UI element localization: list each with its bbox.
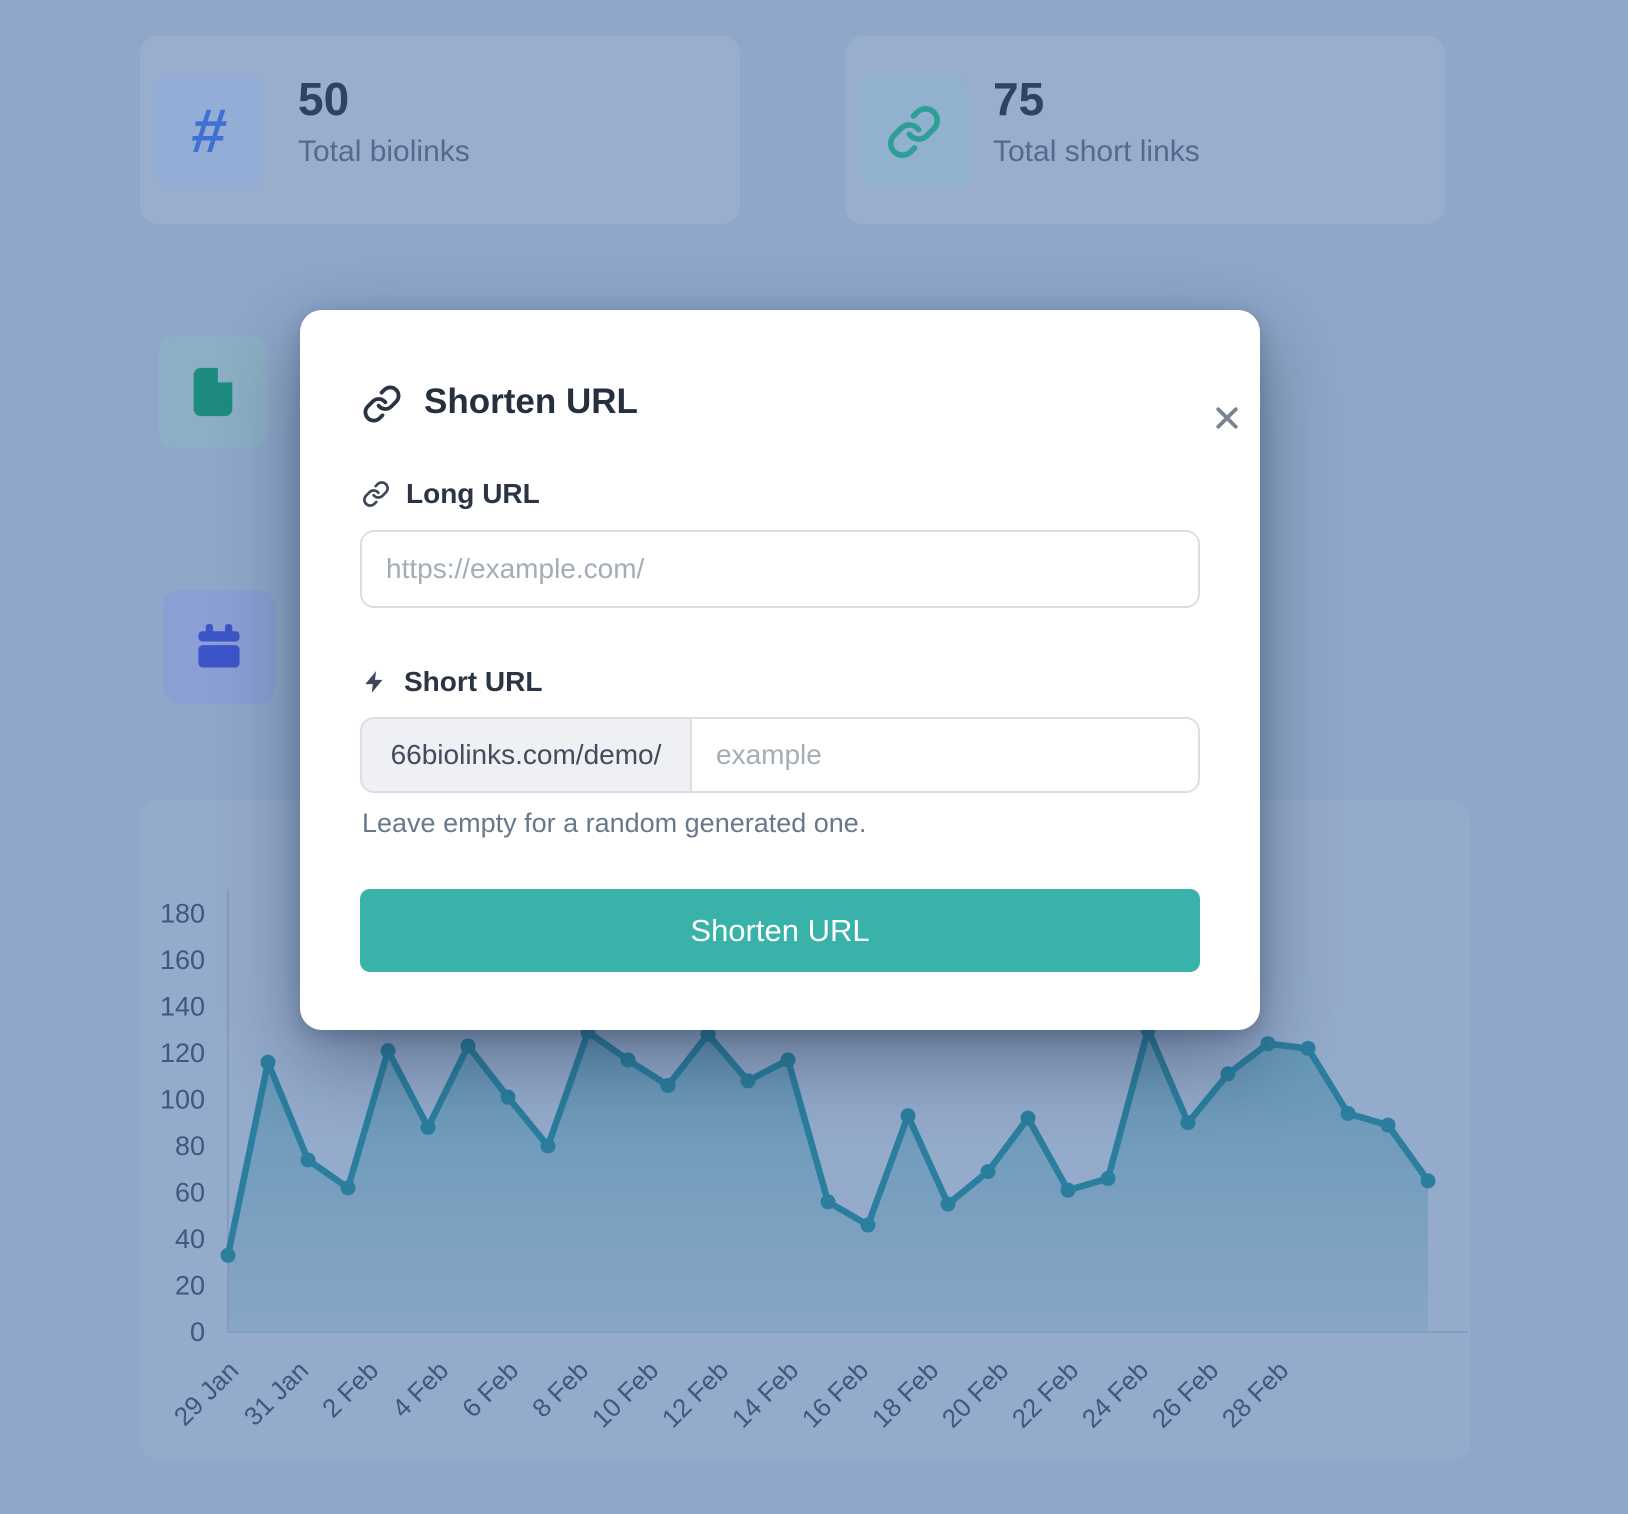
svg-text:2 Feb: 2 Feb <box>316 1355 384 1423</box>
close-button[interactable] <box>1205 396 1249 440</box>
short-url-prefix: 66biolinks.com/demo/ <box>362 719 692 791</box>
total-biolinks-label: Total biolinks <box>298 134 470 168</box>
svg-text:120: 120 <box>160 1038 205 1068</box>
svg-text:100: 100 <box>160 1085 205 1115</box>
svg-text:180: 180 <box>160 899 205 929</box>
link-icon <box>888 106 940 158</box>
svg-text:14 Feb: 14 Feb <box>726 1355 804 1433</box>
close-icon <box>1216 407 1238 429</box>
long-url-input[interactable] <box>360 530 1200 608</box>
svg-text:0: 0 <box>190 1317 205 1347</box>
short-url-helper-text: Leave empty for a random generated one. <box>362 808 867 838</box>
total-biolinks-value: 50 <box>298 73 350 125</box>
stat-card-short-links: 75 Total short links <box>845 36 1445 224</box>
short-links-icon-tile <box>859 76 969 188</box>
total-short-links-value: 75 <box>993 73 1045 125</box>
svg-text:18 Feb: 18 Feb <box>866 1355 944 1433</box>
svg-text:40: 40 <box>175 1224 205 1254</box>
svg-text:22 Feb: 22 Feb <box>1006 1355 1084 1433</box>
calendar-icon <box>198 624 240 668</box>
svg-text:140: 140 <box>160 992 205 1022</box>
svg-text:12 Feb: 12 Feb <box>656 1355 734 1433</box>
short-url-input-group: 66biolinks.com/demo/ <box>360 717 1200 793</box>
svg-text:80: 80 <box>175 1131 205 1161</box>
svg-text:20 Feb: 20 Feb <box>936 1355 1014 1433</box>
svg-text:10 Feb: 10 Feb <box>586 1355 664 1433</box>
biolinks-icon-tile: # <box>154 76 264 188</box>
stat-card-biolinks: # 50 Total biolinks <box>140 36 740 224</box>
short-url-label-row: Short URL <box>362 666 542 698</box>
total-short-links-label: Total short links <box>993 134 1200 168</box>
svg-text:20: 20 <box>175 1271 205 1301</box>
svg-text:31 Jan: 31 Jan <box>238 1355 314 1431</box>
svg-text:6 Feb: 6 Feb <box>456 1355 524 1423</box>
lightning-icon <box>365 671 383 693</box>
svg-text:16 Feb: 16 Feb <box>796 1355 874 1433</box>
document-icon <box>193 367 233 417</box>
svg-text:28 Feb: 28 Feb <box>1216 1355 1294 1433</box>
svg-text:24 Feb: 24 Feb <box>1076 1355 1154 1433</box>
shorten-url-button[interactable]: Shorten URL <box>360 889 1200 972</box>
svg-text:60: 60 <box>175 1178 205 1208</box>
svg-text:29 Jan: 29 Jan <box>168 1355 244 1431</box>
svg-text:4 Feb: 4 Feb <box>386 1355 454 1423</box>
pages-icon-tile <box>158 336 268 448</box>
modal-title: Shorten URL <box>424 382 638 421</box>
long-url-label-row: Long URL <box>362 478 540 510</box>
svg-text:160: 160 <box>160 945 205 975</box>
link-icon <box>363 481 389 507</box>
svg-text:8 Feb: 8 Feb <box>526 1355 594 1423</box>
short-url-label: Short URL <box>404 666 543 697</box>
link-icon <box>363 385 401 423</box>
short-url-input[interactable] <box>692 719 1198 791</box>
svg-text:26 Feb: 26 Feb <box>1146 1355 1224 1433</box>
shorten-url-modal: Shorten URL Long URL Short URL 66biolink… <box>300 310 1260 1030</box>
long-url-label: Long URL <box>406 478 540 509</box>
schedule-icon-tile <box>163 590 275 704</box>
